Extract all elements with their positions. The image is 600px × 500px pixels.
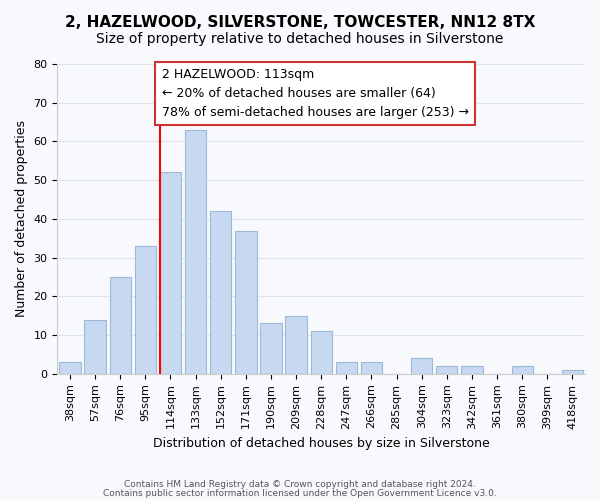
Bar [461, 366, 482, 374]
Bar [286, 316, 307, 374]
Bar [311, 331, 332, 374]
Bar [235, 230, 257, 374]
Text: Contains public sector information licensed under the Open Government Licence v3: Contains public sector information licen… [103, 488, 497, 498]
Bar [185, 130, 206, 374]
X-axis label: Distribution of detached houses by size in Silverstone: Distribution of detached houses by size … [153, 437, 490, 450]
Bar [59, 362, 80, 374]
Bar [134, 246, 156, 374]
Bar [335, 362, 357, 374]
Y-axis label: Number of detached properties: Number of detached properties [15, 120, 28, 318]
Bar [210, 211, 232, 374]
Bar [160, 172, 181, 374]
Bar [436, 366, 457, 374]
Text: Contains HM Land Registry data © Crown copyright and database right 2024.: Contains HM Land Registry data © Crown c… [124, 480, 476, 489]
Text: 2, HAZELWOOD, SILVERSTONE, TOWCESTER, NN12 8TX: 2, HAZELWOOD, SILVERSTONE, TOWCESTER, NN… [65, 15, 535, 30]
Bar [512, 366, 533, 374]
Text: Size of property relative to detached houses in Silverstone: Size of property relative to detached ho… [97, 32, 503, 46]
Bar [562, 370, 583, 374]
Bar [260, 324, 281, 374]
Bar [85, 320, 106, 374]
Bar [110, 277, 131, 374]
Text: 2 HAZELWOOD: 113sqm
← 20% of detached houses are smaller (64)
78% of semi-detach: 2 HAZELWOOD: 113sqm ← 20% of detached ho… [161, 68, 469, 119]
Bar [411, 358, 433, 374]
Bar [361, 362, 382, 374]
